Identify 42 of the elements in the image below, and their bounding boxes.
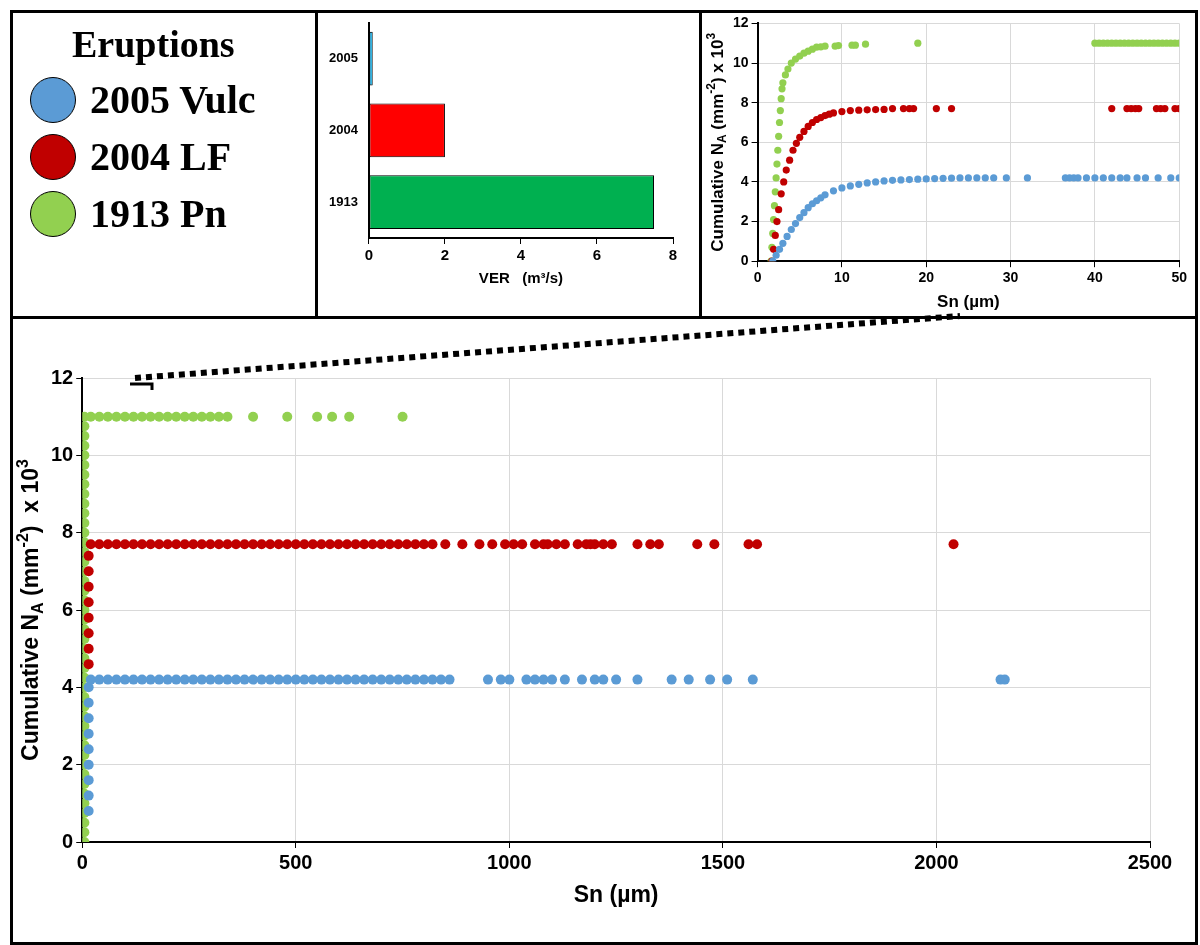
x-tick-label: 50: [1171, 269, 1188, 286]
legend-label: 2005 Vulc: [90, 76, 256, 123]
x-tick-label: 8: [668, 246, 678, 264]
y-axis-title: Cumulative NA (mm-2) x 103: [703, 32, 730, 252]
x-tick-label: 6: [592, 246, 602, 264]
y-tick-label: 6: [62, 597, 74, 620]
x-tick-label: 0: [76, 850, 88, 873]
y-tick-label: 4: [740, 172, 749, 189]
x-tick-label: 2000: [914, 850, 959, 873]
y-tick-label: 2: [740, 212, 749, 229]
y-tick-label: 12: [51, 365, 74, 388]
y-tick-label: 0: [62, 829, 74, 852]
x-tick-label: 1000: [487, 850, 532, 873]
x-tick-label: 30: [1002, 269, 1019, 286]
legend-title: Eruptions: [72, 22, 236, 66]
y-tick-label: 6: [740, 133, 749, 150]
legend-label: 1913 Pn: [90, 190, 227, 237]
x-tick-label: 0: [753, 269, 762, 286]
y-tick-label: 10: [732, 53, 749, 70]
y-tick-label: 8: [740, 93, 749, 110]
y-tick-label: 12: [732, 14, 749, 31]
y-tick-label: 2005: [329, 50, 358, 66]
x-tick-label: 40: [1087, 269, 1103, 286]
x-tick-label: 0: [364, 246, 374, 264]
x-tick-label: 10: [834, 269, 850, 286]
x-tick-label: 2500: [1127, 850, 1173, 873]
y-tick-label: 4: [62, 674, 75, 697]
y-tick-label: 2004: [329, 121, 359, 137]
x-axis-title: Sn (µm): [573, 880, 659, 907]
y-tick-label: 8: [62, 520, 74, 543]
x-tick-label: 500: [279, 850, 313, 873]
y-axis-title: Cumulative NA (mm-2) x 103: [13, 458, 46, 761]
x-axis-title: Sn (µm): [937, 292, 1000, 312]
legend-label: 2004 LF: [90, 133, 232, 180]
y-tick-label: 10: [51, 442, 74, 465]
x-tick-label: 2: [440, 246, 450, 264]
x-tick-label: 4: [516, 246, 526, 264]
x-tick-label: 20: [918, 269, 935, 286]
x-axis-title: VER (m³/s): [478, 269, 564, 287]
y-tick-label: 1913: [329, 193, 358, 209]
y-tick-label: 2: [62, 752, 74, 775]
x-tick-label: 1500: [700, 850, 746, 873]
